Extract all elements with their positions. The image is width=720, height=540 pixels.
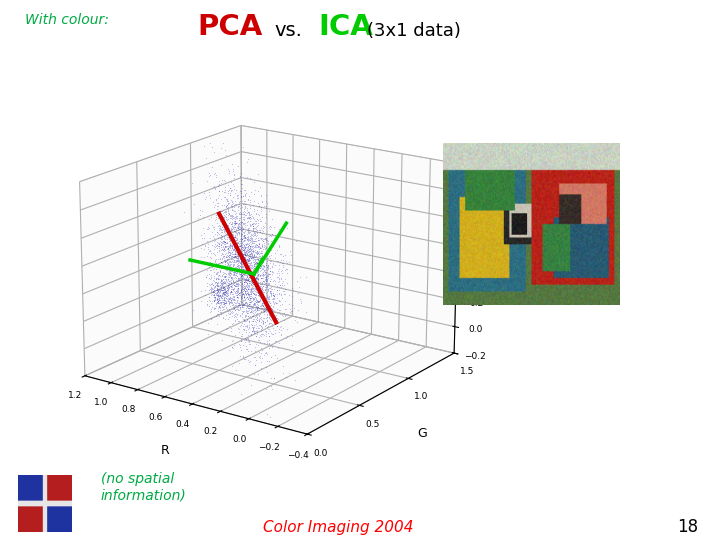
Text: (no spatial
information): (no spatial information) [101,472,186,503]
X-axis label: R: R [161,444,169,457]
Text: ICA: ICA [318,13,373,41]
Text: 18: 18 [678,518,698,536]
Text: With colour:: With colour: [25,14,109,28]
Y-axis label: G: G [418,427,427,440]
Text: vs.: vs. [274,21,302,40]
Text: Color Imaging 2004: Color Imaging 2004 [263,520,414,535]
Text: PCA: PCA [198,13,263,41]
Text: (3x1 data): (3x1 data) [367,22,461,40]
